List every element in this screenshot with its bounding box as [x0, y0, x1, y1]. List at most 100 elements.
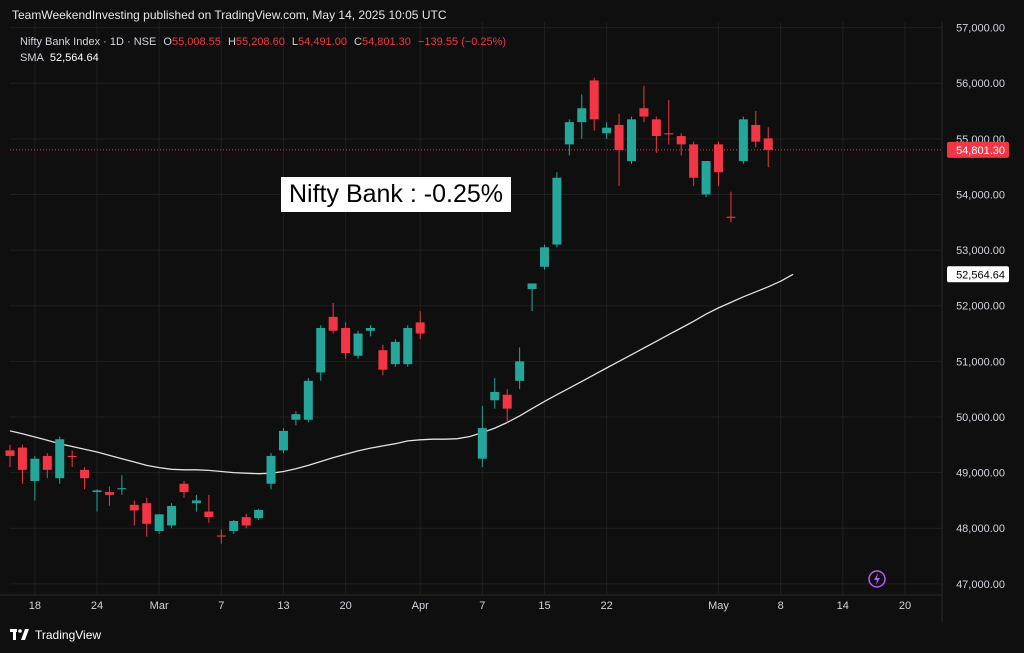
candle-body [689, 144, 699, 178]
sma-badge-bg [947, 266, 1009, 283]
candle [42, 453, 52, 479]
candle [751, 111, 761, 148]
price-tick-label: 50,000.00 [956, 412, 1005, 424]
candle [415, 311, 425, 340]
low-value: 54,491.00 [298, 36, 347, 48]
candle-body [92, 490, 102, 493]
last-price-label: 54,801.30 [956, 145, 1005, 157]
candle [502, 389, 512, 423]
low-label: L [291, 36, 299, 48]
candle-body [701, 161, 711, 195]
sma-label[interactable]: SMA [20, 52, 44, 64]
candle-body [415, 322, 425, 334]
open-value: 55,008.55 [171, 36, 221, 48]
open-label: O [163, 36, 172, 48]
candle [651, 116, 661, 153]
candle-body [266, 455, 276, 484]
candle [241, 513, 251, 529]
candle-body [142, 503, 152, 524]
candle-body [577, 108, 587, 123]
candle-body [751, 124, 761, 142]
candle-body [30, 458, 40, 481]
candle-body [477, 428, 487, 459]
tradingview-brand[interactable]: TradingView [10, 628, 101, 642]
lightning-icon[interactable] [868, 570, 886, 588]
lightning-icon-ring [868, 570, 886, 588]
candle [191, 494, 201, 512]
candle-body [117, 488, 127, 490]
candle-body [55, 439, 65, 479]
candle-body [602, 127, 612, 134]
candle [92, 489, 102, 512]
candle-body [515, 361, 525, 381]
candle [129, 500, 139, 526]
candle-body [179, 483, 189, 493]
price-tick-label: 54,000.00 [956, 189, 1005, 201]
candle-body [502, 394, 512, 409]
candle [341, 322, 351, 359]
candle-body [676, 136, 686, 145]
candle-body [353, 333, 363, 356]
candle-body [614, 124, 624, 150]
candle-body [552, 177, 562, 245]
lightning-icon-bolt [874, 573, 880, 585]
candle-body [627, 119, 636, 162]
candles [5, 77, 886, 588]
candle [589, 77, 599, 131]
candle-body [291, 414, 301, 420]
candle-body [651, 119, 661, 137]
candle-body [204, 511, 214, 518]
candle-body [67, 455, 77, 458]
candle [539, 244, 549, 270]
candle [714, 141, 724, 187]
change-value: −139.55 (−0.25%) [417, 36, 507, 48]
candle [278, 428, 288, 454]
candle-body [726, 216, 736, 218]
sma-row: SMA 52,564.64 [20, 50, 506, 66]
time-tick-label: 7 [218, 600, 224, 612]
time-tick-label: 22 [601, 600, 613, 612]
close-label: C [354, 36, 362, 48]
candle [254, 508, 264, 520]
sma-value: 52,564.64 [49, 52, 99, 64]
candle-body [763, 138, 773, 150]
publisher-line: TeamWeekendInvesting published on Tradin… [12, 8, 447, 22]
brand-name: TradingView [35, 628, 102, 642]
last-price-badge-bg [947, 141, 1009, 158]
candle-body [490, 391, 500, 401]
candle-body [104, 492, 114, 495]
price-tick-label: 57,000.00 [956, 23, 1005, 35]
candle [67, 450, 77, 468]
candle [216, 529, 226, 544]
candle-body [328, 316, 338, 331]
candle [390, 339, 400, 367]
price-tick-label: 52,000.00 [956, 301, 1005, 313]
symbol-name[interactable]: Nifty Bank Index · 1D · NSE [20, 36, 157, 48]
ohlc-row: Nifty Bank Index · 1D · NSE O55,008.55 H… [20, 34, 506, 50]
candle-body [241, 517, 251, 526]
candle-body [738, 119, 748, 162]
candle-body [365, 327, 375, 331]
candle-body [216, 535, 226, 537]
time-tick-label: Apr [412, 600, 429, 612]
candle-body [167, 505, 177, 526]
candle [303, 378, 313, 423]
time-tick-label: 15 [538, 600, 550, 612]
high-value: 55,208.60 [235, 36, 285, 48]
time-tick-label: 13 [277, 600, 289, 612]
candle-body [191, 500, 201, 504]
annotation-box[interactable]: Nifty Bank : -0.25% [281, 177, 511, 212]
candle-body [5, 450, 15, 456]
candle [117, 475, 127, 495]
candle-body [316, 327, 326, 373]
candle [316, 325, 326, 381]
candle-body [403, 327, 413, 365]
candle [365, 325, 375, 337]
price-tick-label: 56,000.00 [956, 78, 1005, 90]
candle-body [378, 350, 388, 370]
price-axis: 47,000.00 48,000.00 49,000.00 50,000.00 51,0… [941, 22, 1009, 622]
candle [676, 133, 686, 156]
time-tick-label: Mar [150, 600, 169, 612]
time-tick-label: 18 [29, 600, 41, 612]
